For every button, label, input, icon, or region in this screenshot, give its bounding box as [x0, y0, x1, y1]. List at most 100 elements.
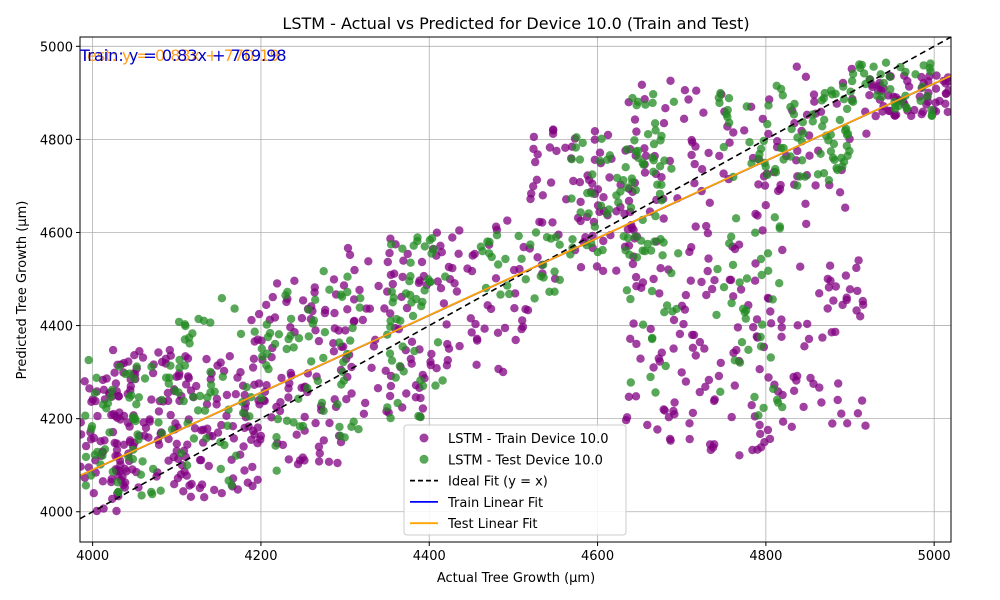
data-point — [154, 348, 163, 357]
data-point — [701, 382, 710, 391]
data-point — [518, 316, 527, 325]
data-point — [439, 299, 449, 308]
data-point — [163, 388, 173, 398]
data-point — [437, 248, 446, 257]
data-point — [121, 478, 130, 487]
data-point — [284, 393, 293, 402]
data-point — [745, 138, 754, 147]
data-point — [90, 388, 100, 398]
data-point — [386, 316, 395, 325]
data-point — [179, 487, 188, 496]
data-point — [443, 339, 452, 349]
data-point — [809, 90, 819, 99]
x-axis: 4000 4200 4400 4600 4800 5000 — [76, 542, 951, 564]
data-point — [195, 455, 205, 465]
data-point — [81, 441, 91, 451]
data-point — [826, 147, 836, 156]
y-tick-label: 4600 — [40, 226, 73, 241]
data-point — [845, 285, 855, 294]
data-point — [503, 281, 512, 290]
data-point — [339, 281, 349, 290]
data-point — [688, 343, 698, 352]
data-point — [80, 462, 85, 471]
data-point — [147, 395, 156, 404]
data-point — [775, 279, 784, 288]
data-point — [361, 398, 370, 408]
data-point — [272, 279, 282, 288]
data-point — [829, 296, 838, 305]
data-point — [92, 373, 101, 382]
data-point — [597, 134, 606, 143]
data-point — [764, 266, 773, 275]
data-point — [114, 487, 123, 497]
data-point — [826, 276, 835, 285]
data-point — [213, 428, 223, 437]
data-point — [81, 452, 91, 462]
data-point — [878, 107, 887, 116]
data-point — [757, 270, 766, 280]
x-tick-label: 4800 — [749, 549, 782, 564]
data-point — [667, 164, 676, 173]
chart-title: LSTM - Actual vs Predicted for Device 10… — [282, 14, 749, 33]
data-point — [200, 493, 209, 502]
data-point — [773, 137, 782, 146]
data-point — [628, 178, 637, 187]
data-point — [247, 435, 256, 444]
data-point — [649, 167, 658, 176]
data-point — [858, 296, 867, 306]
data-point — [699, 108, 708, 117]
data-point — [633, 146, 643, 156]
data-point — [575, 155, 585, 164]
data-point — [154, 407, 164, 416]
data-point — [424, 275, 433, 284]
data-point — [692, 86, 701, 95]
data-point — [250, 327, 259, 336]
data-point — [337, 380, 346, 389]
y-tick-label: 4800 — [40, 133, 73, 148]
data-point — [725, 275, 734, 284]
data-point — [313, 376, 323, 386]
data-point — [624, 196, 634, 206]
data-point — [552, 146, 561, 156]
data-point — [839, 82, 848, 91]
data-point — [314, 336, 324, 346]
data-point — [709, 396, 719, 406]
data-point — [286, 368, 295, 378]
data-point — [339, 357, 348, 367]
data-point — [687, 243, 696, 252]
data-point — [253, 335, 262, 344]
data-point — [598, 266, 608, 276]
data-point — [166, 410, 175, 420]
data-point — [317, 398, 327, 407]
data-point — [837, 153, 846, 163]
data-point — [315, 449, 324, 458]
data-point — [284, 455, 293, 464]
data-point — [80, 377, 89, 386]
data-point — [803, 319, 812, 329]
data-point — [719, 142, 728, 152]
data-point — [650, 119, 660, 128]
data-point — [108, 494, 117, 504]
data-point — [295, 456, 305, 465]
data-point — [756, 254, 766, 264]
data-point — [684, 95, 693, 104]
data-point — [805, 151, 814, 160]
data-point — [649, 139, 659, 149]
data-point — [690, 179, 699, 188]
data-point — [347, 362, 356, 372]
data-point — [336, 290, 345, 299]
data-point — [267, 413, 276, 422]
data-point — [330, 324, 339, 333]
data-point — [744, 345, 753, 354]
data-point — [100, 445, 110, 454]
data-point — [740, 126, 749, 135]
data-point — [242, 383, 251, 392]
data-point — [631, 272, 641, 282]
data-point — [763, 170, 772, 180]
data-point — [799, 402, 808, 412]
data-point — [681, 377, 691, 386]
data-point — [427, 349, 436, 359]
data-point — [89, 433, 99, 443]
data-point — [756, 144, 766, 153]
data-point — [81, 411, 90, 420]
